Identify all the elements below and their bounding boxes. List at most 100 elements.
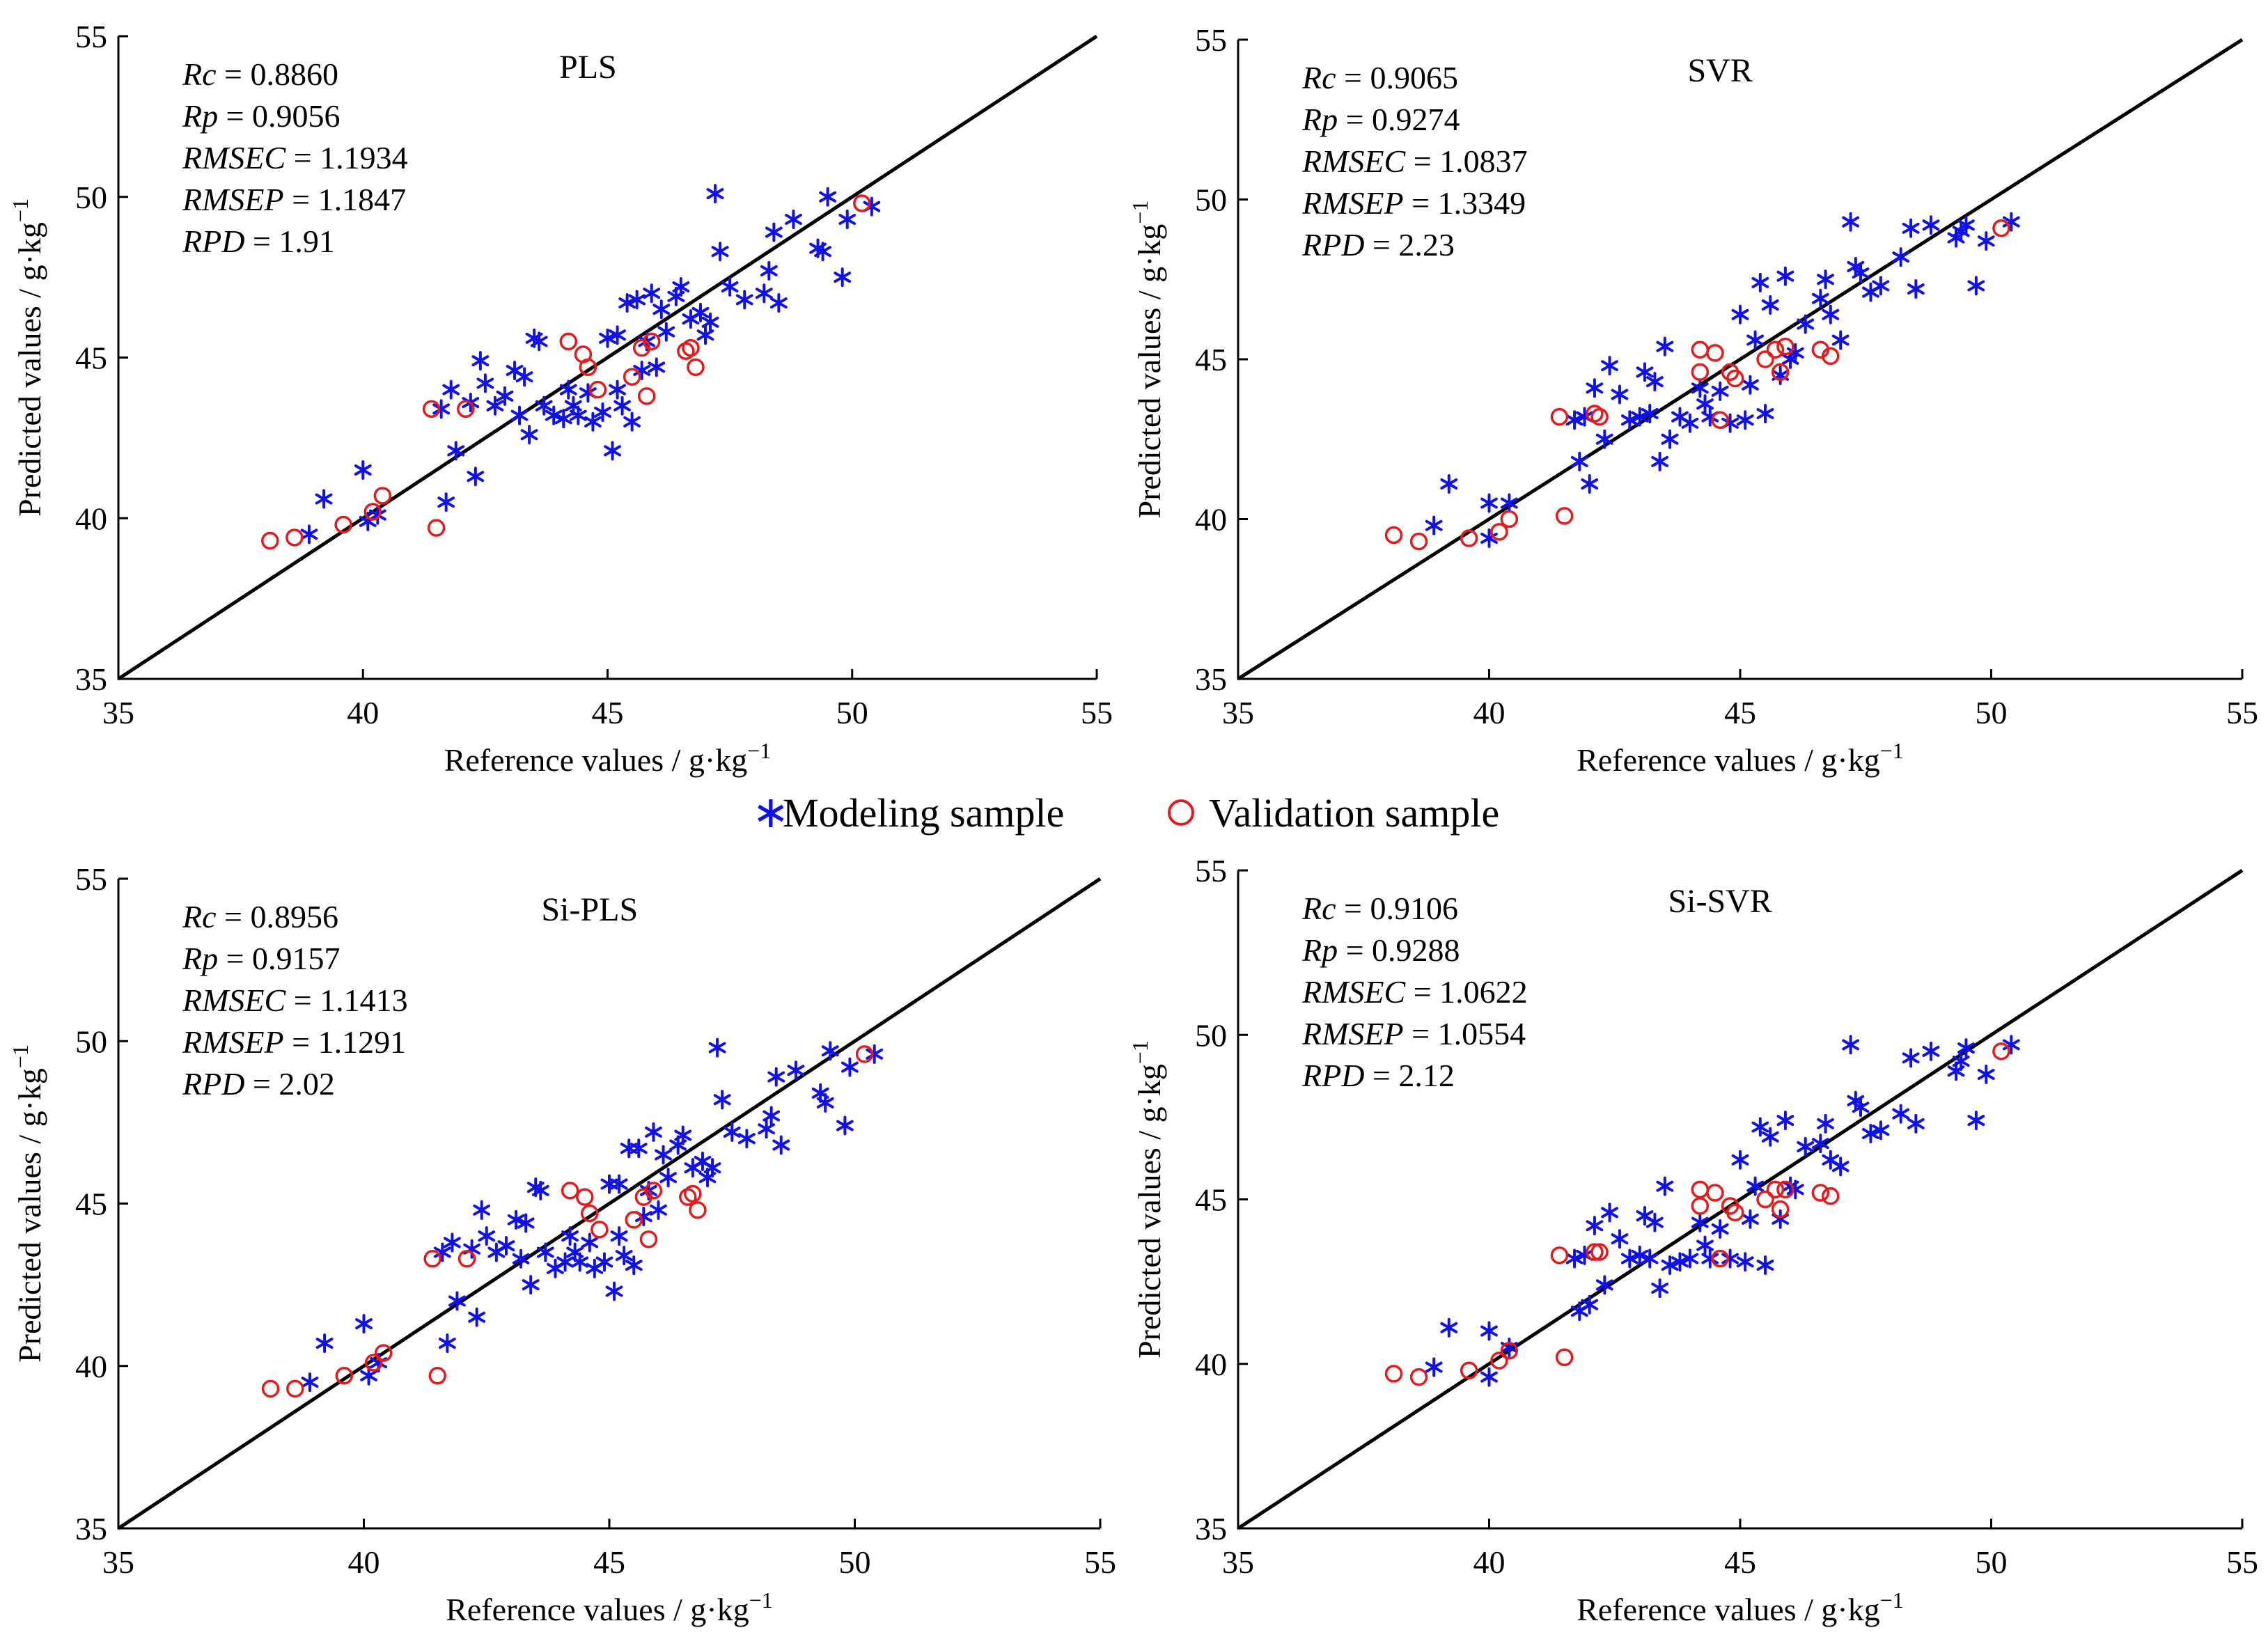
modeling-point (755, 283, 773, 304)
modeling-point (1641, 1248, 1659, 1269)
panel-title: Si-PLS (541, 891, 638, 928)
modeling-point (1746, 1176, 1765, 1196)
modeling-point (708, 1037, 726, 1058)
modeling-point (354, 460, 372, 480)
modeling-point (1581, 474, 1599, 494)
modeling-point (473, 1200, 491, 1220)
modeling-point (723, 1122, 741, 1142)
x-tick-label: 40 (347, 695, 379, 730)
validation-point (428, 1366, 446, 1385)
validation-point (1490, 1352, 1508, 1370)
validation-point (561, 1182, 579, 1200)
validation-point (1691, 363, 1710, 382)
modeling-point (1480, 528, 1498, 549)
modeling-point (706, 184, 724, 204)
x-tick-label: 35 (102, 695, 134, 730)
y-tick-label: 40 (75, 501, 107, 536)
modeling-point (438, 1333, 456, 1354)
legend-modeling-label: Modeling sample (783, 790, 1064, 836)
modeling-point (655, 1145, 672, 1165)
modeling-legend-icon: ∗ (752, 788, 790, 837)
validation-point (687, 358, 705, 377)
modeling-point (1822, 304, 1840, 324)
modeling-point (1581, 1294, 1599, 1315)
modeling-point (1862, 282, 1879, 302)
modeling-point (595, 1252, 613, 1272)
modeling-point (1892, 247, 1910, 267)
modeling-point (531, 1180, 549, 1200)
x-tick-label: 35 (1222, 695, 1254, 730)
modeling-point (437, 492, 455, 512)
validation-point (363, 503, 382, 521)
modeling-point (301, 1372, 319, 1393)
reference-line (117, 877, 1102, 1530)
modeling-point (618, 293, 636, 313)
validation-point (1771, 1200, 1790, 1219)
modeling-point (510, 405, 529, 425)
validation-point (559, 332, 578, 351)
validation-point (1811, 1184, 1830, 1202)
modeling-point (1570, 451, 1588, 471)
modeling-point (610, 1174, 628, 1194)
modeling-point (1736, 410, 1754, 430)
modeling-point (522, 1275, 540, 1295)
validation-point (1460, 1361, 1478, 1379)
y-tick-label: 45 (1195, 1182, 1227, 1218)
modeling-point (785, 210, 802, 230)
modeling-point (1742, 375, 1759, 395)
modeling-point (643, 283, 661, 304)
modeling-point (1711, 1219, 1729, 1239)
validation-point (1711, 411, 1729, 429)
modeling-point (1967, 1111, 1985, 1131)
validation-point (1409, 532, 1428, 551)
modeling-point (1907, 279, 1925, 299)
modeling-point (468, 1307, 486, 1327)
validation-point (423, 1250, 441, 1268)
modeling-point (1671, 1252, 1689, 1272)
y-tick-label: 40 (75, 1349, 107, 1384)
modeling-point (1797, 1136, 1815, 1157)
stat-rp: Rp = 0.9288 (1301, 932, 1460, 968)
x-tick-label: 50 (1976, 695, 2008, 730)
y-tick-label: 40 (1195, 1347, 1227, 1382)
validation-point (1691, 340, 1710, 359)
modeling-point (1425, 1357, 1443, 1377)
validation-point (286, 1379, 304, 1398)
modeling-point (535, 395, 553, 416)
validation-legend-icon (1168, 799, 1194, 826)
validation-point (689, 1201, 707, 1219)
modeling-point (650, 1200, 667, 1220)
modeling-point (1862, 1124, 1879, 1143)
modeling-point (613, 395, 631, 416)
modeling-point (600, 1174, 618, 1194)
y-tick-label: 50 (75, 1024, 107, 1059)
modeling-point (1751, 1117, 1769, 1137)
modeling-point (315, 489, 333, 509)
validation-point (1706, 1184, 1724, 1202)
stat-rpd: RPD = 2.23 (1301, 227, 1455, 263)
y-axis-label: Predicted values / g·kg−1 (1127, 201, 1167, 519)
modeling-point (545, 405, 563, 425)
validation-point (576, 1188, 594, 1206)
modeling-point (615, 1246, 633, 1266)
modeling-point (599, 328, 616, 348)
x-tick-label: 45 (1724, 695, 1756, 730)
modeling-point (1776, 266, 1794, 286)
modeling-point (866, 1044, 884, 1064)
modeling-point (738, 1129, 756, 1149)
x-tick-label: 40 (1473, 1544, 1506, 1580)
validation-point (1550, 407, 1569, 426)
modeling-point (1872, 1120, 1890, 1141)
modeling-point (605, 1281, 623, 1301)
validation-point (1550, 1246, 1569, 1264)
modeling-point (2002, 212, 2020, 232)
validation-point (1756, 350, 1774, 368)
validation-point (1822, 1187, 1840, 1205)
modeling-point (433, 1242, 451, 1262)
modeling-point (517, 1213, 535, 1233)
stat-rp: Rp = 0.9157 (182, 941, 341, 976)
validation-point (1384, 526, 1403, 545)
panel-title: SVR (1687, 52, 1752, 89)
validation-point (642, 332, 661, 351)
y-tick-label: 50 (1195, 182, 1227, 218)
